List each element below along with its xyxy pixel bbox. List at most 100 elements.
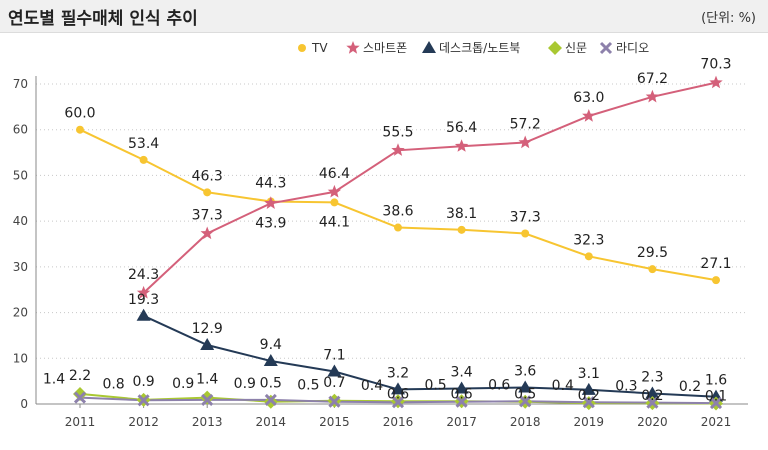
data-point [581, 382, 596, 395]
data-label: 2.2 [69, 368, 91, 384]
series-lines [73, 75, 723, 411]
data-point [327, 364, 342, 377]
data-point [327, 184, 342, 198]
y-tick-label: 70 [13, 77, 28, 91]
data-label: 3.1 [578, 366, 600, 382]
data-point [330, 198, 339, 207]
data-label: 0.3 [615, 379, 637, 395]
x-tick-label: 2015 [319, 415, 350, 429]
data-point [454, 381, 469, 394]
data-point [391, 382, 405, 395]
data-label: 56.4 [446, 120, 477, 136]
data-point [582, 396, 595, 409]
x-stroke [646, 396, 659, 409]
data-labels: 60.0 53.4 46.3 44.3 44.1 38.6 38.1 37.3 32.3 29.5… [43, 57, 732, 405]
data-label: 37.3 [192, 207, 223, 223]
x-tick-label: 2018 [510, 415, 541, 429]
x-tick-label: 2011 [65, 415, 96, 429]
data-point [136, 285, 151, 299]
data-label: 0.8 [102, 376, 124, 392]
data-point [518, 380, 533, 393]
x-stroke [264, 393, 277, 406]
data-point [203, 188, 212, 197]
data-label: 63.0 [573, 90, 604, 106]
chart-header: 연도별 필수매체 인식 추이 (단위: %) [0, 0, 768, 33]
data-label: 0.2 [578, 388, 600, 404]
data-label: 3.2 [387, 365, 409, 381]
x-stroke [391, 396, 405, 409]
x-stroke [455, 395, 468, 408]
data-point [137, 394, 150, 407]
data-label: 43.9 [255, 215, 286, 231]
x-tick-label: 2021 [701, 415, 732, 429]
x-stroke [709, 397, 723, 410]
x-stroke [201, 393, 214, 406]
data-label: 1.6 [705, 373, 727, 389]
y-tick-label: 60 [13, 123, 28, 137]
data-point [264, 393, 277, 406]
data-point [391, 396, 405, 409]
data-label: 24.3 [128, 267, 159, 283]
data-label: 0.4 [361, 378, 383, 394]
data-label: 3.6 [514, 364, 536, 380]
x-tick-label: 2019 [574, 415, 605, 429]
data-point [454, 139, 469, 152]
data-label: 44.1 [319, 214, 350, 230]
data-label: 44.3 [255, 175, 286, 191]
data-point [712, 276, 720, 285]
data-point [582, 109, 596, 122]
data-label: 67.2 [637, 71, 668, 87]
legend-marker [346, 41, 360, 54]
legend-marker [298, 44, 306, 52]
data-label: 0.1 [705, 389, 727, 405]
data-label: 37.3 [510, 209, 541, 225]
data-point [264, 196, 278, 209]
data-label: 0.9 [132, 374, 154, 390]
data-label: 60.0 [64, 106, 95, 122]
legend-label: TV [311, 41, 328, 55]
data-point [200, 390, 215, 405]
line-chart: 0 10 20 30 40 50 60 70 2011 2012 2013 2014 2015 2016 2… [13, 41, 748, 429]
data-label: 0.6 [387, 386, 409, 402]
data-point [391, 143, 405, 156]
data-point [263, 354, 278, 367]
data-label: 32.3 [573, 232, 604, 248]
data-point [200, 338, 215, 351]
y-tick-label: 10 [13, 351, 28, 365]
x-stroke [137, 394, 150, 407]
data-label: 29.5 [637, 245, 668, 261]
y-tick-label: 50 [13, 168, 28, 182]
data-label: 19.3 [128, 292, 159, 308]
axes: 0 10 20 30 40 50 60 70 2011 2012 2013 2014 2015 2016 2… [13, 76, 748, 429]
data-label: 1.4 [196, 372, 218, 388]
series-line [142, 81, 717, 294]
data-label: 0.9 [234, 376, 256, 392]
x-tick-label: 2014 [256, 415, 287, 429]
data-point [457, 225, 466, 234]
data-point [518, 135, 532, 149]
data-label: 2.3 [641, 369, 663, 385]
data-label: 12.9 [192, 321, 223, 337]
data-point [201, 393, 214, 406]
data-label: 0.6 [488, 377, 510, 393]
data-label: 0.2 [641, 388, 663, 404]
x-tick-label: 2012 [128, 415, 159, 429]
y-tick-label: 20 [13, 306, 28, 320]
data-label: 0.5 [260, 376, 282, 392]
data-point [709, 397, 723, 410]
data-label: 46.4 [319, 166, 350, 182]
x-tick-label: 2017 [446, 415, 477, 429]
legend-label: 신문 [565, 41, 587, 55]
data-point [394, 223, 402, 232]
x-tick-label: 2020 [637, 415, 668, 429]
y-tick-label: 30 [13, 260, 28, 274]
data-point [645, 386, 660, 399]
data-label: 0.6 [450, 386, 472, 402]
x-stroke [519, 395, 532, 408]
data-point [584, 252, 593, 261]
data-label: 0.9 [172, 376, 194, 392]
legend-label: 스마트폰 [363, 41, 407, 55]
data-point [455, 395, 468, 408]
y-tick-label: 40 [13, 214, 28, 228]
data-point [521, 229, 530, 238]
